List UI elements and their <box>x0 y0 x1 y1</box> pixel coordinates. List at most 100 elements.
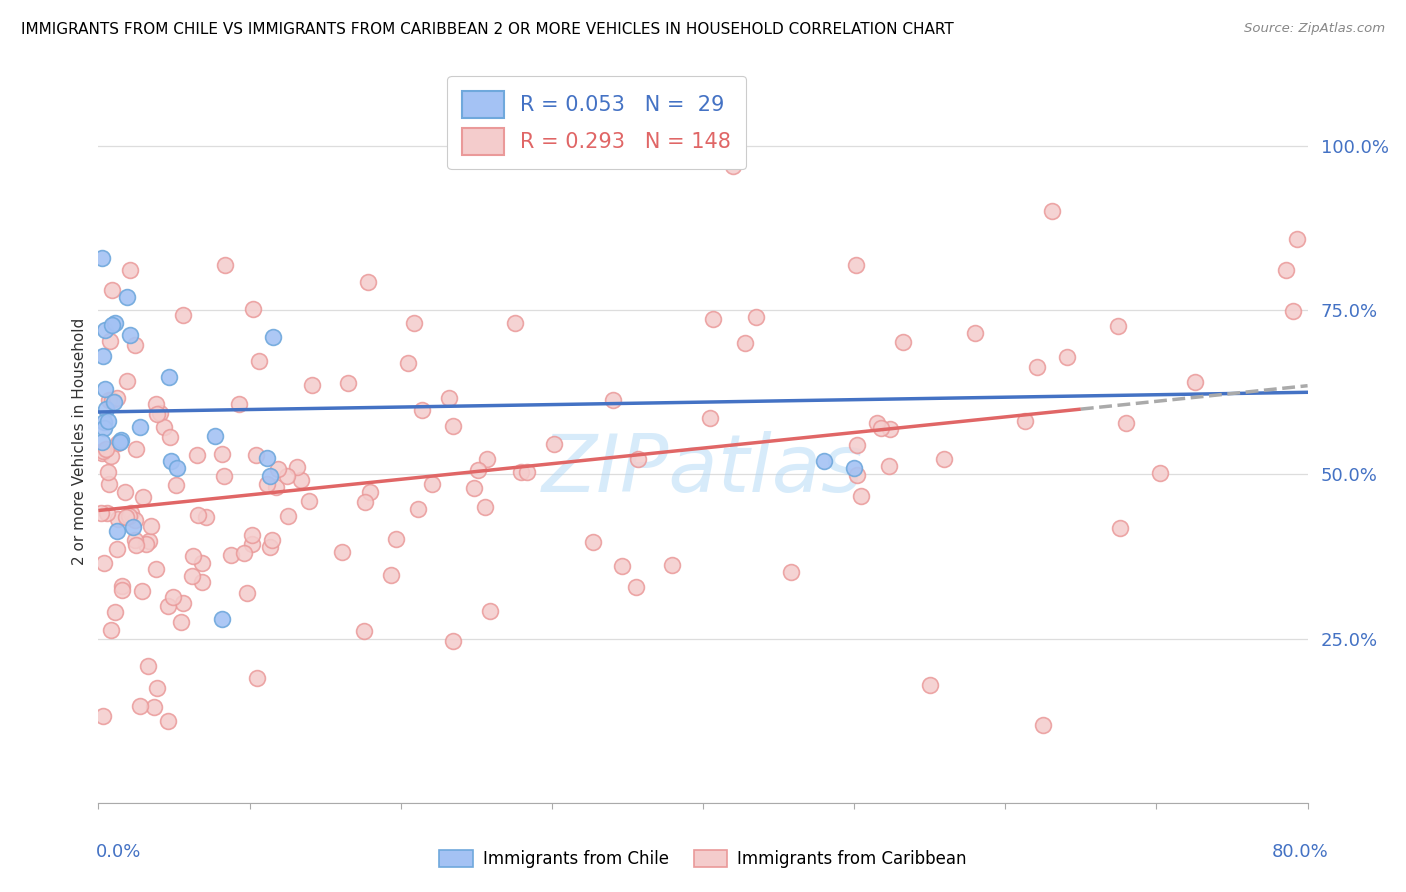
Point <box>101 318 124 332</box>
Point <box>846 467 869 482</box>
Point <box>734 336 756 351</box>
Point <box>90 251 112 265</box>
Point <box>214 258 236 272</box>
Point <box>246 672 269 686</box>
Point <box>1040 204 1063 219</box>
Point <box>93 421 115 435</box>
Text: ZIPatlas: ZIPatlas <box>541 432 865 509</box>
Point <box>115 510 138 524</box>
Point <box>245 449 267 463</box>
Point <box>411 403 433 417</box>
Point <box>404 316 426 330</box>
Point <box>194 509 217 524</box>
Point <box>228 397 250 411</box>
Point <box>96 506 118 520</box>
Point <box>156 714 179 728</box>
Point <box>91 444 114 458</box>
Point <box>385 532 408 546</box>
Point <box>115 290 138 304</box>
Point <box>94 442 117 456</box>
Point <box>97 465 120 479</box>
Point <box>422 476 444 491</box>
Point <box>98 334 121 348</box>
Point <box>100 392 122 407</box>
Point <box>97 414 120 428</box>
Point <box>120 506 142 520</box>
Point <box>156 599 179 614</box>
Point <box>145 562 167 576</box>
Point <box>478 604 501 618</box>
Point <box>396 356 419 370</box>
Point <box>963 326 986 340</box>
Point <box>543 436 565 450</box>
Point <box>211 612 233 626</box>
Text: 80.0%: 80.0% <box>1272 843 1329 861</box>
Point <box>267 462 290 476</box>
Point <box>93 708 115 723</box>
Point <box>162 590 184 604</box>
Point <box>146 681 169 695</box>
Point <box>104 316 127 330</box>
Point <box>264 480 287 494</box>
Point <box>204 429 226 443</box>
Point <box>918 677 941 691</box>
Point <box>120 327 142 342</box>
Point <box>191 557 214 571</box>
Point <box>353 624 375 638</box>
Point <box>214 468 236 483</box>
Point <box>612 559 634 574</box>
Point <box>181 549 204 563</box>
Point <box>180 569 202 583</box>
Point <box>93 415 115 429</box>
Point <box>118 509 141 524</box>
Point <box>132 490 155 504</box>
Point <box>844 460 866 475</box>
Point <box>115 374 138 388</box>
Point <box>285 460 308 475</box>
Point <box>1282 304 1305 318</box>
Point <box>744 310 766 325</box>
Point <box>1184 375 1206 389</box>
Point <box>1108 521 1130 535</box>
Point <box>136 658 159 673</box>
Point <box>582 535 605 549</box>
Point <box>699 411 721 425</box>
Point <box>262 533 284 547</box>
Point <box>131 583 153 598</box>
Point <box>94 323 117 337</box>
Point <box>259 540 281 554</box>
Point <box>359 484 381 499</box>
Point <box>845 438 868 452</box>
Point <box>93 382 115 396</box>
Point <box>870 421 893 435</box>
Point <box>145 397 167 411</box>
Point <box>1032 717 1054 731</box>
Point <box>129 698 152 713</box>
Point <box>98 476 121 491</box>
Point <box>475 452 498 467</box>
Point <box>159 430 181 444</box>
Point <box>849 490 872 504</box>
Point <box>122 520 145 534</box>
Point <box>1014 414 1036 428</box>
Point <box>813 454 835 468</box>
Point <box>139 519 162 533</box>
Point <box>90 434 112 449</box>
Point <box>503 316 526 330</box>
Point <box>120 263 142 277</box>
Point <box>1275 263 1298 277</box>
Y-axis label: 2 or more Vehicles in Household: 2 or more Vehicles in Household <box>72 318 87 566</box>
Point <box>104 605 127 619</box>
Point <box>298 493 321 508</box>
Point <box>1285 232 1308 246</box>
Point <box>624 580 647 594</box>
Point <box>1107 318 1129 333</box>
Point <box>780 566 803 580</box>
Point <box>247 353 270 368</box>
Point <box>242 302 264 317</box>
Point <box>125 538 148 552</box>
Point <box>256 477 278 491</box>
Point <box>105 542 128 557</box>
Point <box>891 335 914 350</box>
Point <box>160 454 183 468</box>
